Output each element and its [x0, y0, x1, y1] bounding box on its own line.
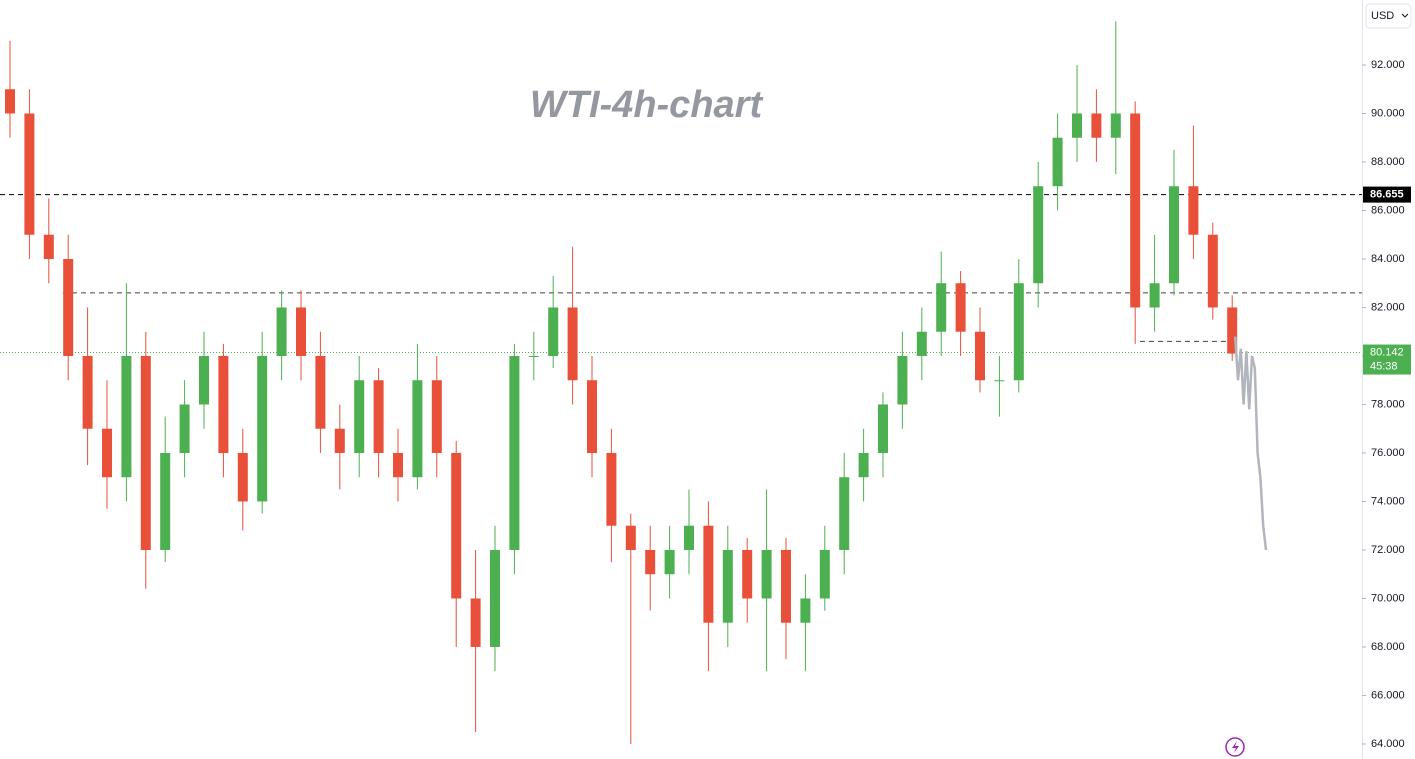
candle-body — [548, 307, 559, 356]
candle-body — [781, 549, 791, 623]
candle-body — [858, 452, 869, 478]
y-tick-label: 68.000 — [1371, 641, 1405, 653]
y-tick-label: 82.000 — [1371, 301, 1405, 313]
candle-body — [160, 452, 171, 550]
candle-body — [451, 452, 462, 599]
candle-body — [218, 355, 229, 453]
candle-body — [1169, 186, 1179, 284]
candle-body — [994, 380, 1005, 382]
y-tick-label: 70.000 — [1371, 592, 1405, 604]
candle-body — [412, 380, 423, 478]
candle-body — [819, 549, 830, 599]
candle-body — [1130, 113, 1141, 308]
chart-title: WTI-4h-chart — [530, 84, 764, 126]
candle-body — [684, 525, 694, 550]
candle-body — [237, 452, 248, 502]
y-tick-label: 78.000 — [1371, 398, 1405, 410]
candle-body — [354, 380, 365, 453]
candle-body — [897, 355, 908, 405]
candle-body — [742, 549, 753, 599]
candle-body — [1188, 186, 1199, 235]
candle-body — [470, 598, 481, 647]
y-tick-label: 92.000 — [1371, 59, 1405, 71]
candle-body — [703, 525, 714, 623]
candle-body — [1091, 113, 1102, 138]
y-tick-label: 84.000 — [1371, 253, 1405, 265]
candle-body — [1013, 283, 1024, 381]
candle-body — [839, 477, 850, 550]
candle-body — [1072, 113, 1082, 138]
candle-body — [645, 549, 656, 575]
candle-body — [878, 404, 888, 453]
candle-body — [722, 549, 733, 623]
current-price-label: 80.142 — [1370, 346, 1404, 358]
candle-body — [528, 355, 539, 357]
candle-body — [975, 331, 985, 381]
countdown-label: 45:38 — [1370, 360, 1398, 372]
y-tick-label: 90.000 — [1371, 107, 1405, 119]
candle-body — [276, 307, 287, 356]
candle-body — [1227, 307, 1238, 354]
price-label: 86.655 — [1370, 189, 1404, 201]
candle-body — [82, 355, 93, 429]
candle-body — [140, 355, 151, 550]
candle-body — [179, 404, 190, 453]
projection-line — [1233, 336, 1268, 551]
candle-body — [761, 549, 772, 599]
currency-label[interactable]: USD — [1371, 10, 1394, 22]
lightning-icon[interactable] — [1225, 737, 1245, 757]
current-price-box — [1363, 344, 1411, 375]
candle-body — [1207, 234, 1218, 308]
candle-body — [625, 525, 636, 550]
candle-body — [1052, 137, 1063, 187]
candle-body — [664, 549, 675, 575]
candle-body — [334, 428, 345, 453]
candle-body — [257, 355, 268, 502]
candle-body — [393, 452, 403, 478]
y-tick-label: 76.000 — [1371, 447, 1405, 459]
lightning-bolt — [1232, 741, 1239, 753]
candle-body — [102, 428, 112, 478]
candle-body — [1149, 283, 1160, 308]
candle-body — [509, 355, 520, 550]
dropdown-arrow[interactable] — [1401, 13, 1409, 18]
price-label-box — [1363, 186, 1411, 203]
y-tick-label: 66.000 — [1371, 689, 1405, 701]
y-tick-label: 64.000 — [1371, 738, 1405, 750]
candle-body — [315, 355, 326, 429]
candle-body — [587, 380, 597, 453]
candle-body — [567, 307, 578, 381]
y-tick-label: 74.000 — [1371, 495, 1405, 507]
y-tick-label: 86.000 — [1371, 204, 1405, 216]
candle-body — [373, 380, 384, 453]
candle-body — [800, 598, 811, 623]
candle-body — [490, 549, 500, 647]
candle-body — [199, 355, 209, 405]
candle-body — [296, 307, 306, 356]
candle-body — [24, 113, 35, 235]
candle-body — [606, 452, 617, 526]
candle-body — [63, 258, 74, 356]
candle-body — [955, 283, 966, 332]
candle-body — [43, 234, 54, 259]
candle-body — [5, 89, 15, 114]
candle-body — [936, 283, 947, 332]
y-tick-label: 72.000 — [1371, 544, 1405, 556]
candle-body — [431, 380, 442, 453]
candle-body — [916, 331, 927, 356]
y-tick-label: 88.000 — [1371, 156, 1405, 168]
currency-button[interactable] — [1365, 3, 1412, 29]
candle-body — [121, 355, 132, 478]
candle-body — [1110, 113, 1121, 138]
candle-body — [1033, 186, 1044, 284]
